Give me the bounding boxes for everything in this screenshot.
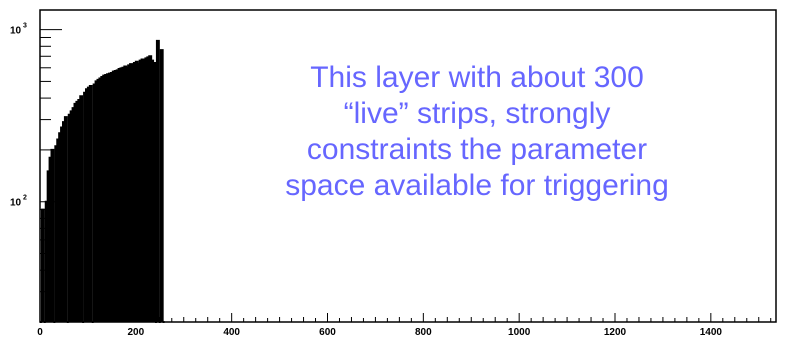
x-tick-label-4: 800 [415,327,432,338]
x-tick-label-0: 0 [37,327,43,338]
hist-bin-13 [63,116,68,322]
y-tick-exponent-1: 3 [23,23,27,30]
hist-bin-6 [50,148,55,322]
x-tick-label-6: 1200 [604,327,627,338]
y-tick-label-1: 10 [10,26,22,37]
x-tick-label-2: 400 [223,327,240,338]
y-tick-label-0: 10 [10,198,22,209]
hist-bin-59 [152,61,156,322]
x-axis: 0 200 400 600 800 1000 1200 1400 [37,313,772,338]
hist-bin-26 [88,85,93,322]
hist-bin-1 [40,208,45,322]
hist-bin-61 [155,39,160,322]
plot-frame [39,9,777,323]
annotation-text: This layer with about 300 “live” strips,… [285,61,669,202]
hist-bin-63 [159,49,164,322]
x-tick-label-3: 600 [319,327,336,338]
hist-bin-21 [79,95,84,322]
x-tick-label-5: 1000 [508,327,531,338]
x-tick-label-1: 200 [127,327,144,338]
histogram-layer [40,39,165,323]
x-tick-label-7: 1400 [700,327,723,338]
y-tick-exponent-0: 2 [23,195,27,202]
